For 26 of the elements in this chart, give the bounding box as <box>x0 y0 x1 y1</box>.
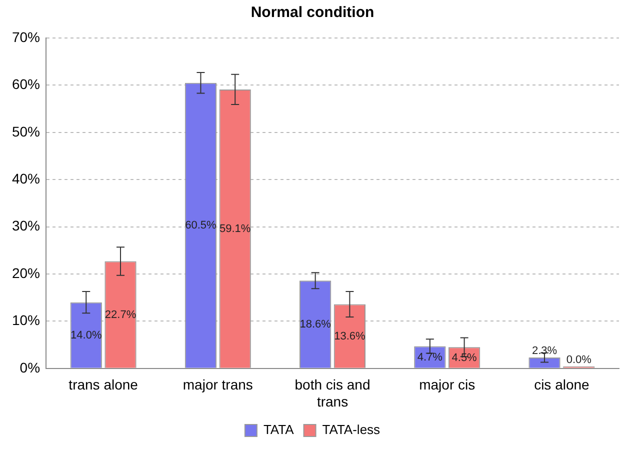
data-label: 13.6% <box>334 330 366 342</box>
data-label: 22.7% <box>104 308 136 321</box>
x-tick-label: major cis <box>419 376 476 393</box>
data-label: 2.3% <box>532 345 558 358</box>
data-label: 4.5% <box>452 352 478 364</box>
legend-label: TATA-less <box>322 422 381 438</box>
y-tick-label: 50% <box>12 123 40 140</box>
y-tick-label: 20% <box>12 264 40 281</box>
y-tick-label: 40% <box>12 170 40 186</box>
y-tick-label: 70% <box>12 28 40 45</box>
chart-title: Normal condition <box>250 4 374 22</box>
x-tick-label: cis alone <box>534 376 590 393</box>
data-label: 14.0% <box>70 329 102 342</box>
y-tick-label: 30% <box>12 218 40 234</box>
x-tick-label: trans alone <box>68 376 138 393</box>
y-tick-label: 10% <box>12 312 40 328</box>
data-label: 18.6% <box>300 318 332 331</box>
legend-label: TATA <box>263 422 294 438</box>
x-tick-label: both cis and trans <box>294 376 370 410</box>
y-tick-label: 60% <box>12 76 40 92</box>
x-tick-label: major trans <box>182 376 253 393</box>
data-label: 0.0% <box>566 354 592 366</box>
data-label: 60.5% <box>185 220 217 232</box>
data-label: 59.1% <box>220 222 251 235</box>
data-label: 4.7% <box>417 351 443 364</box>
y-tick-label: 0% <box>20 359 40 376</box>
